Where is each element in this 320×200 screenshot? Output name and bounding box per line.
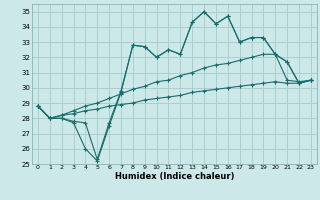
X-axis label: Humidex (Indice chaleur): Humidex (Indice chaleur): [115, 172, 234, 181]
